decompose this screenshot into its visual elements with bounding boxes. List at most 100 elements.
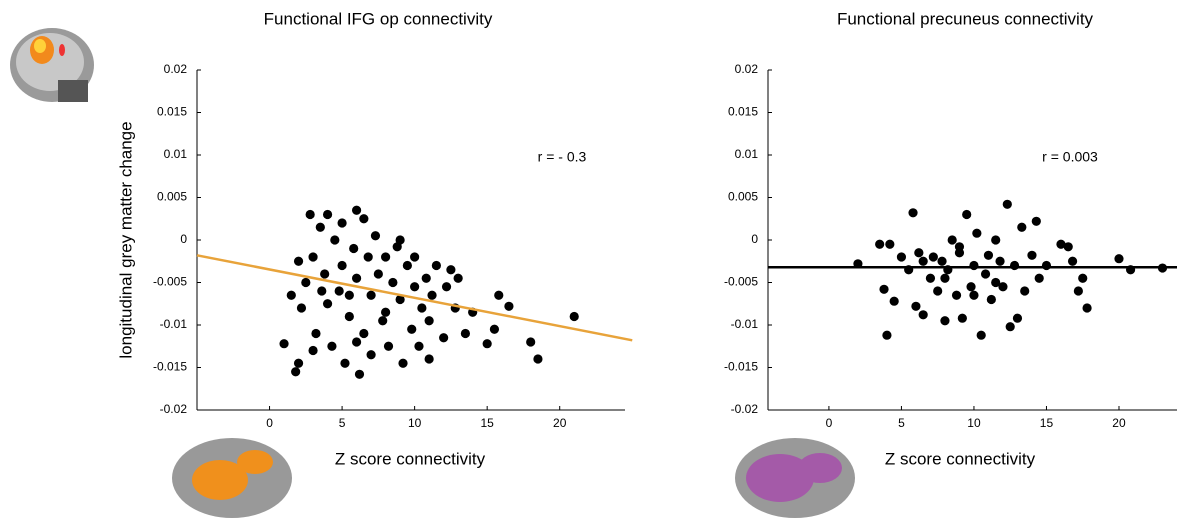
point (879, 285, 888, 294)
point (417, 303, 426, 312)
point (320, 269, 329, 278)
point (955, 242, 964, 251)
point (287, 291, 296, 300)
point (991, 235, 1000, 244)
y-axis-label: longitudinal grey matter change (116, 121, 135, 358)
point (952, 291, 961, 300)
y-tick-label: -0.02 (160, 402, 188, 416)
point (969, 261, 978, 270)
point (398, 359, 407, 368)
point (911, 302, 920, 311)
point (494, 291, 503, 300)
point (919, 310, 928, 319)
brain-sagittal (10, 28, 94, 102)
point (991, 278, 1000, 287)
point (432, 261, 441, 270)
point (1032, 217, 1041, 226)
point (335, 286, 344, 295)
point (446, 265, 455, 274)
point (919, 257, 928, 266)
point (279, 339, 288, 348)
point (1042, 261, 1051, 270)
point (490, 325, 499, 334)
point (972, 229, 981, 238)
x-tick-label: 5 (339, 416, 346, 430)
y-tick-label: -0.005 (724, 275, 758, 289)
point (933, 286, 942, 295)
point (422, 274, 431, 283)
x-tick-label: 10 (967, 416, 981, 430)
point (969, 291, 978, 300)
point (966, 282, 975, 291)
point (367, 291, 376, 300)
point (981, 269, 990, 278)
x-axis-label: Z score connectivity (885, 449, 1036, 468)
point (425, 316, 434, 325)
y-tick-label: -0.015 (724, 360, 758, 374)
brain-purple (735, 438, 855, 518)
point (330, 235, 339, 244)
y-tick-label: 0.005 (157, 190, 187, 204)
point (323, 210, 332, 219)
point (291, 367, 300, 376)
point (345, 312, 354, 321)
point (914, 248, 923, 257)
y-tick-label: 0 (751, 232, 758, 246)
point (337, 218, 346, 227)
y-tick-label: 0.005 (728, 190, 758, 204)
y-tick-label: 0 (180, 232, 187, 246)
point (410, 252, 419, 261)
point (948, 235, 957, 244)
y-tick-label: 0.01 (164, 147, 188, 161)
point (442, 282, 451, 291)
point (570, 312, 579, 321)
x-tick-label: 20 (553, 416, 567, 430)
point (425, 354, 434, 363)
point (908, 208, 917, 217)
y-tick-label: -0.015 (153, 360, 187, 374)
point (414, 342, 423, 351)
point (364, 252, 373, 261)
x-axis-label: Z score connectivity (335, 449, 486, 468)
point (371, 231, 380, 240)
point (962, 210, 971, 219)
x-tick-label: 20 (1112, 416, 1126, 430)
point (384, 342, 393, 351)
y-tick-label: 0.02 (735, 62, 759, 76)
point (359, 329, 368, 338)
point (929, 252, 938, 261)
point (427, 291, 436, 300)
y-tick-label: 0.015 (157, 105, 187, 119)
point (483, 339, 492, 348)
x-tick-label: 0 (826, 416, 833, 430)
point (1003, 200, 1012, 209)
point (340, 359, 349, 368)
point (897, 252, 906, 261)
y-tick-label: -0.02 (731, 402, 759, 416)
point (294, 257, 303, 266)
point (323, 299, 332, 308)
point (439, 333, 448, 342)
point (1074, 286, 1083, 295)
point (316, 223, 325, 232)
chart-title: Functional precuneus connectivity (837, 9, 1094, 28)
y-tick-label: -0.01 (160, 317, 188, 331)
point (995, 257, 1004, 266)
chart-title: Functional IFG op connectivity (264, 9, 493, 28)
point (940, 316, 949, 325)
point (403, 261, 412, 270)
point (1027, 251, 1036, 260)
point (407, 325, 416, 334)
point (1035, 274, 1044, 283)
point (352, 274, 361, 283)
point (396, 235, 405, 244)
point (940, 274, 949, 283)
point (890, 297, 899, 306)
point (1082, 303, 1091, 312)
point (1114, 254, 1123, 263)
point (885, 240, 894, 249)
point (533, 354, 542, 363)
point (352, 337, 361, 346)
point (875, 240, 884, 249)
point (349, 244, 358, 253)
